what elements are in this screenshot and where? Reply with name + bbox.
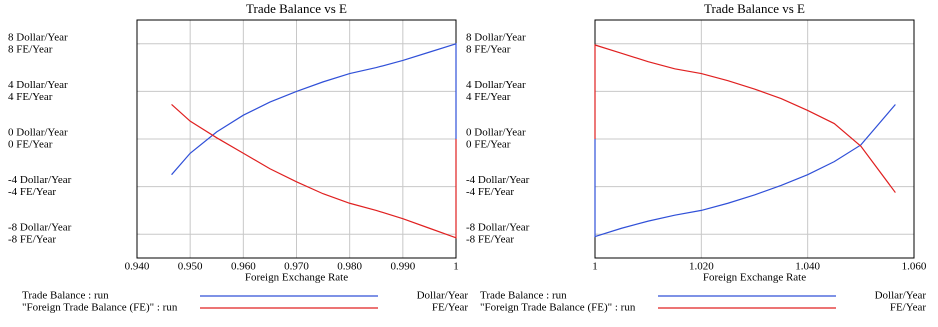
y-tick-label: -4 Dollar/Year [466,174,530,186]
x-tick-label: 1.040 [795,261,820,273]
legend-label: Trade Balance : run [22,290,109,302]
x-tick-label: 0.950 [178,261,203,273]
x-tick-label: 1 [453,261,459,273]
legend-label: Trade Balance : run [480,290,567,302]
x-tick-label: 0.990 [390,261,415,273]
legend-label: "Foreign Trade Balance (FE)" : run [22,302,178,314]
series-line [171,104,457,239]
y2-tick-label: 4 FE/Year [466,91,511,103]
y2-tick-label: 8 FE/Year [8,43,53,55]
y2-tick-label: 4 FE/Year [8,91,53,103]
x-tick-label: 1 [592,261,598,273]
x-axis-title: Foreign Exchange Rate [703,272,806,284]
y-tick-label: 0 Dollar/Year [466,127,526,139]
y2-tick-label: 8 FE/Year [466,43,511,55]
legend-label: "Foreign Trade Balance (FE)" : run [480,302,636,314]
x-tick-label: 0.970 [284,261,309,273]
y-tick-label: -8 Dollar/Year [8,222,72,234]
y2-tick-label: -8 FE/Year [466,234,514,246]
legend-unit: FE/Year [432,302,469,314]
y-tick-label: 0 Dollar/Year [8,127,68,139]
y-tick-label: -8 Dollar/Year [466,222,530,234]
y2-tick-label: -4 FE/Year [8,186,56,198]
x-tick-label: 1.060 [902,261,927,273]
y2-tick-label: 0 FE/Year [466,139,511,151]
y-tick-label: -4 Dollar/Year [8,174,72,186]
legend-unit: Dollar/Year [417,290,469,302]
y2-tick-label: 0 FE/Year [8,139,53,151]
legend-unit: Dollar/Year [875,290,927,302]
chart-title: Trade Balance vs E [246,1,347,16]
y-tick-label: 8 Dollar/Year [8,31,68,43]
series-line [594,44,896,193]
y-tick-label: 4 Dollar/Year [8,79,68,91]
x-tick-label: 0.980 [337,261,362,273]
y2-tick-label: -8 FE/Year [8,234,56,246]
chart-title: Trade Balance vs E [704,1,805,16]
y2-tick-label: -4 FE/Year [466,186,514,198]
legend-unit: FE/Year [890,302,927,314]
series-line [594,104,896,238]
x-tick-label: 0.960 [231,261,256,273]
x-tick-label: 1.020 [689,261,714,273]
y-tick-label: 8 Dollar/Year [466,31,526,43]
x-tick-label: 0.940 [125,261,150,273]
y-tick-label: 4 Dollar/Year [466,79,526,91]
series-line [171,42,457,176]
x-axis-title: Foreign Exchange Rate [245,272,348,284]
